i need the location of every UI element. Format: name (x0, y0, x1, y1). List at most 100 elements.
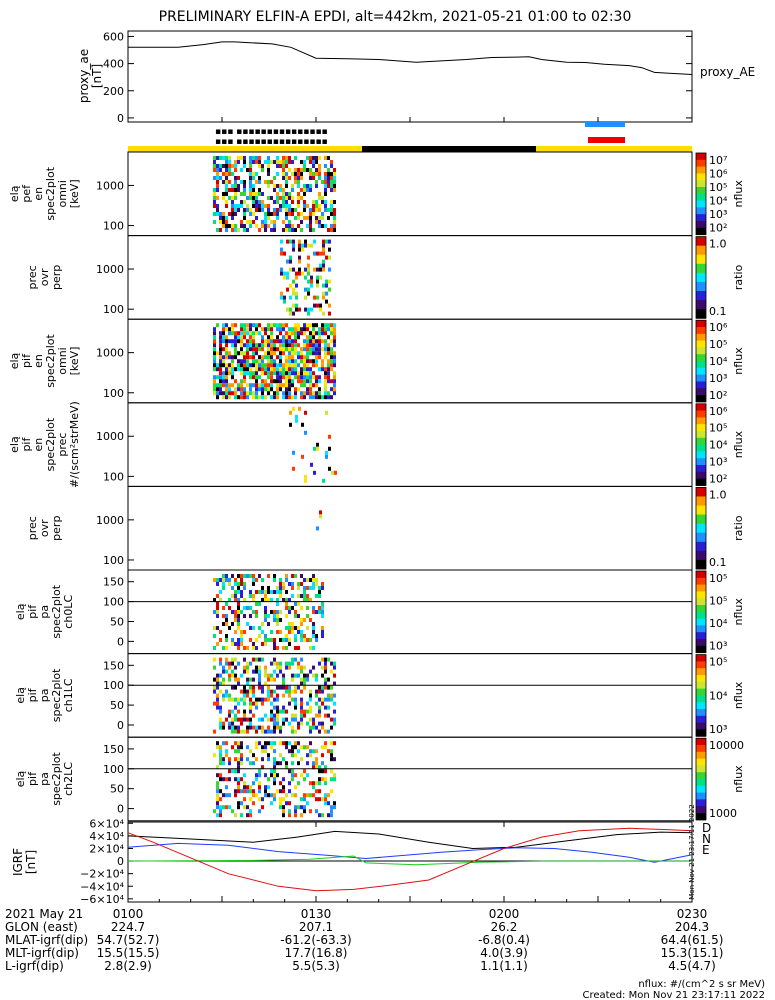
spectrogram-pixel (306, 184, 309, 188)
spectrogram-pixel (225, 192, 228, 196)
spectrogram-pixel (231, 323, 234, 328)
spectrogram-pixel (273, 347, 276, 352)
colorbar-frame (695, 570, 707, 653)
spectrogram-pixel (249, 192, 252, 196)
spectrogram-pixel (219, 335, 222, 340)
spectrogram-pixel (276, 371, 279, 376)
spectrogram-pixel (289, 295, 292, 300)
spectrogram-pixel (279, 594, 282, 598)
spectrogram-pixel (303, 391, 306, 396)
spectrogram-pixel (333, 693, 336, 698)
flag-yellow-bar (128, 146, 362, 152)
spectrogram-pixel (249, 638, 252, 642)
colorbar-tick-label: 10² (709, 472, 727, 485)
spectrogram-pixel (237, 638, 240, 642)
spectrogram-pixel (309, 228, 312, 232)
spectrogram-pixel (249, 697, 252, 702)
spectrogram-pixel (237, 789, 240, 794)
spectrogram-pixel (222, 379, 225, 384)
spectrogram-pixel (252, 383, 255, 388)
spectrogram-pixel (282, 196, 285, 200)
spectrogram-pixel (252, 355, 255, 360)
spectrogram-pixel (291, 200, 294, 204)
spectrogram-pixel (267, 172, 270, 176)
spectrogram-pixel (225, 777, 228, 782)
spectrogram-pixel (306, 351, 309, 356)
spectrogram-pixel (282, 785, 285, 790)
spectrogram-pixel (234, 367, 237, 372)
spectrogram-pixel (276, 383, 279, 388)
spectrogram-pixel (312, 160, 315, 164)
ephem-value: 0200 (489, 907, 520, 921)
spectrogram-pixel (246, 725, 249, 730)
spectrogram-pixel (288, 598, 291, 602)
spectrogram-pixel (301, 243, 304, 248)
spectrogram-pixel (231, 339, 234, 344)
spectrogram-pixel (297, 180, 300, 184)
spectrogram-pixel (309, 586, 312, 590)
spectrogram-pixel (270, 630, 273, 634)
spectrogram-pixel (276, 590, 279, 594)
spectrogram-pixel (315, 160, 318, 164)
spectrogram-pixel (255, 160, 258, 164)
spectrogram-pixel (333, 335, 336, 340)
spectrogram-pixel (294, 363, 297, 368)
spectrogram-pixel (213, 363, 216, 368)
spectrogram-pixel (213, 335, 216, 340)
spectrogram-pixel (330, 805, 333, 810)
spectrogram-pixel (328, 466, 331, 471)
spectrogram-pixel (243, 574, 246, 578)
spectrogram-pixel (303, 204, 306, 208)
spectrogram-pixel (243, 789, 246, 794)
spectrogram-pixel (219, 761, 222, 766)
spectrogram-pixel (307, 291, 310, 296)
panel-tick-label: 0 (117, 635, 124, 648)
spectrogram-pixel (252, 196, 255, 200)
spectrogram-pixel (309, 176, 312, 180)
spectrogram-pixel (252, 220, 255, 224)
spectrogram-pixel (279, 665, 282, 670)
spectrogram-pixel (237, 642, 240, 646)
spectrogram-pixel (225, 184, 228, 188)
spectrogram-pixel (318, 208, 321, 212)
spectrogram-pixel (306, 673, 309, 678)
spectrogram-pixel (315, 713, 318, 718)
spectrogram-pixel (252, 793, 255, 798)
spectrogram-pixel (276, 192, 279, 196)
spectrogram-pixel (327, 813, 330, 818)
spectrogram-pixel (237, 618, 240, 622)
spectrogram-pixel (324, 184, 327, 188)
colorbar-step (696, 458, 706, 466)
spectrogram-pixel (273, 657, 276, 662)
spectrogram-pixel (312, 765, 315, 770)
spectrogram-pixel (315, 156, 318, 160)
spectrogram-pixel (300, 168, 303, 172)
colorbar-step (696, 722, 706, 730)
spectrogram-pixel (303, 590, 306, 594)
spectrogram-pixel (330, 669, 333, 674)
spectrogram-pixel (297, 327, 300, 332)
spectrogram-pixel (309, 224, 312, 228)
spectrogram-pixel (322, 295, 325, 300)
spectrogram-pixel (243, 614, 246, 618)
spectrogram-pixel (292, 466, 295, 471)
spectrogram-pixel (216, 705, 219, 710)
spectrogram-pixel (282, 777, 285, 782)
spectrogram-pixel (312, 339, 315, 344)
panel-ylabel-line: [keV] (68, 179, 81, 208)
colorbar-step (696, 417, 706, 425)
spectrogram-pixel (249, 785, 252, 790)
spectrogram-pixel (285, 347, 288, 352)
spectrogram-pixel (228, 725, 231, 730)
spectrogram-pixel (249, 224, 252, 228)
spectrogram-pixel (276, 379, 279, 384)
spectrogram-pixel (213, 367, 216, 372)
spectrogram-pixel (228, 661, 231, 666)
spectrogram-pixel (313, 470, 316, 475)
spectrogram-pixel (243, 685, 246, 690)
spectrogram-pixel (234, 642, 237, 646)
spectrogram-pixel (285, 709, 288, 714)
spectrogram-pixel (243, 785, 246, 790)
colorbar-step (696, 340, 706, 348)
spectrogram-pixel (234, 351, 237, 356)
